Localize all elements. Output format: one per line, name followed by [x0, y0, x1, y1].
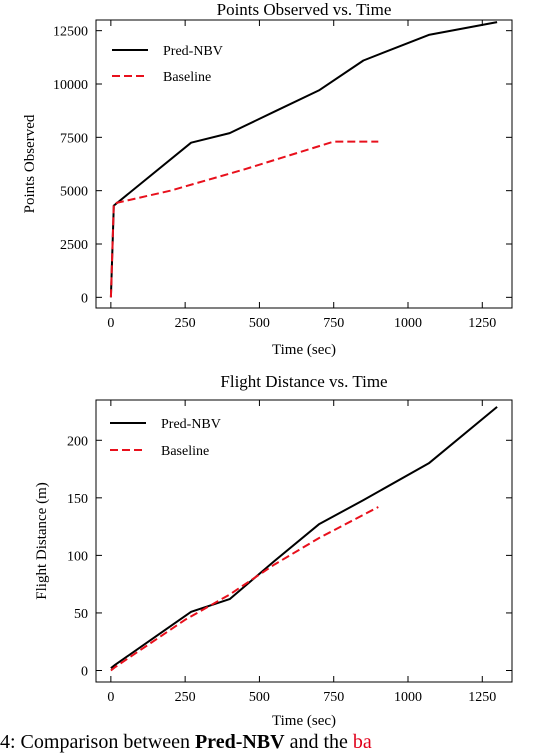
- series-line-baseline: [109, 140, 379, 298]
- y-tick-label: 10000: [53, 78, 88, 93]
- y-axis-label: Flight Distance (m): [34, 482, 50, 599]
- x-axis-ticks: 0 250 500 750 1000 1250: [107, 400, 496, 705]
- chart-title: Flight Distance vs. Time: [220, 372, 387, 391]
- y-tick-label: 150: [67, 492, 88, 507]
- points-observed-chart: Points Observed vs. Time Time (sec) Poin…: [22, 0, 513, 358]
- y-tick-label: 0: [81, 291, 88, 306]
- flight-distance-chart: Flight Distance vs. Time Time (sec) Flig…: [34, 372, 513, 729]
- figure-caption: 4: Comparison between Pred-NBV and the b…: [0, 731, 546, 754]
- legend-label-baseline: Baseline: [161, 444, 209, 459]
- y-tick-label: 200: [67, 434, 88, 449]
- y-tick-label: 5000: [60, 185, 88, 200]
- x-tick-label: 1250: [468, 690, 496, 705]
- legend: Pred-NBV Baseline: [112, 44, 223, 85]
- legend-label-pred-nbv: Pred-NBV: [163, 44, 223, 59]
- y-tick-label: 0: [81, 664, 88, 679]
- x-tick-label: 250: [175, 316, 196, 331]
- y-tick-label: 2500: [60, 238, 88, 253]
- x-axis-ticks: 0 250 500 750 1000 1250: [107, 20, 496, 331]
- series-line-pred-nbv: [109, 21, 498, 298]
- series-layer: [110, 406, 498, 672]
- plot-frame: [95, 399, 513, 683]
- x-tick-label: 750: [323, 316, 344, 331]
- chart-title: Points Observed vs. Time: [217, 0, 392, 19]
- caption-middle: and the: [284, 731, 353, 753]
- legend-label-pred-nbv: Pred-NBV: [161, 417, 221, 432]
- x-tick-label: 750: [323, 690, 344, 705]
- plot-frame: [95, 19, 513, 309]
- x-tick-label: 0: [107, 690, 114, 705]
- x-tick-label: 250: [175, 690, 196, 705]
- legend: Pred-NBV Baseline: [110, 417, 221, 459]
- y-axis-ticks: 0 50 100 150 200: [67, 434, 512, 679]
- x-tick-label: 0: [107, 316, 114, 331]
- y-tick-label: 50: [74, 607, 88, 622]
- series-line-pred-nbv: [110, 406, 498, 669]
- x-tick-label: 1000: [394, 316, 422, 331]
- y-tick-label: 12500: [53, 25, 88, 40]
- caption-link-text[interactable]: ba: [352, 731, 372, 753]
- x-tick-label: 1250: [468, 316, 496, 331]
- y-tick-label: 7500: [60, 131, 88, 146]
- series-line-baseline: [110, 506, 379, 672]
- caption-bold-term: Pred-NBV: [194, 731, 285, 753]
- legend-label-baseline: Baseline: [163, 70, 211, 85]
- x-axis-label: Time (sec): [272, 342, 336, 358]
- x-axis-label: Time (sec): [272, 713, 336, 729]
- x-tick-label: 1000: [394, 690, 422, 705]
- y-axis-label: Points Observed: [22, 114, 38, 213]
- y-axis-ticks: 0 2500 5000 7500 10000 12500: [53, 25, 512, 306]
- x-tick-label: 500: [249, 690, 270, 705]
- series-layer: [109, 21, 498, 298]
- y-tick-label: 100: [67, 549, 88, 564]
- caption-prefix: 4: Comparison between: [0, 731, 195, 753]
- x-tick-label: 500: [249, 316, 270, 331]
